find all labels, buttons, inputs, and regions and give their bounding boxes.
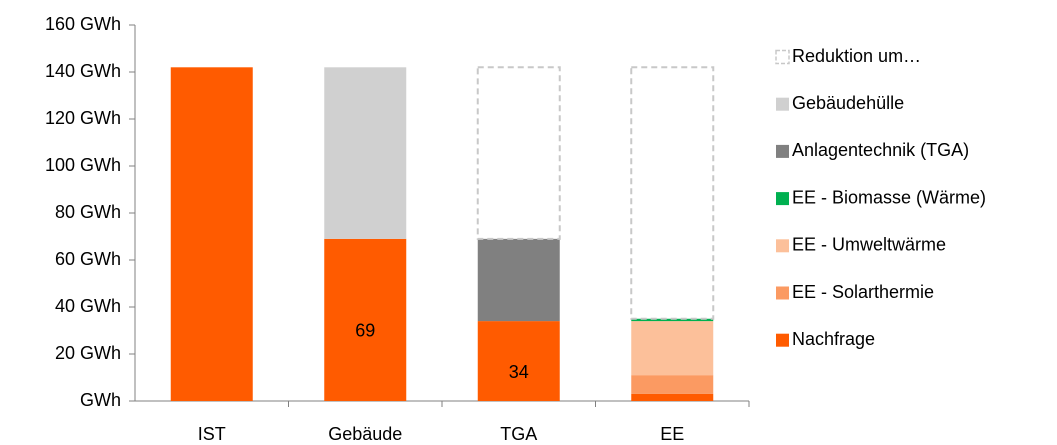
bar-segment xyxy=(476,66,561,240)
legend-swatch xyxy=(776,286,789,300)
legend-label: EE - Biomasse (Wärme) xyxy=(792,187,986,207)
y-tick-label: 60 GWh xyxy=(55,249,121,269)
bar-segment xyxy=(630,66,715,320)
x-tick-label: TGA xyxy=(500,424,537,444)
bar-segment xyxy=(631,393,714,401)
legend-label: Reduktion um… xyxy=(792,46,921,66)
bar-segment xyxy=(477,238,560,322)
legend-label: Anlagentechnik (TGA) xyxy=(792,140,969,160)
bar-segment xyxy=(324,67,407,239)
bar-segment xyxy=(477,321,560,401)
y-tick-label: 120 GWh xyxy=(45,108,121,128)
bar-segment xyxy=(324,238,407,401)
legend-label: EE - Solarthermie xyxy=(792,282,934,302)
x-tick-label: IST xyxy=(198,424,226,444)
x-tick-label: EE xyxy=(660,424,684,444)
y-tick-label: GWh xyxy=(80,390,121,410)
legend-swatch xyxy=(776,144,789,158)
y-tick-label: 80 GWh xyxy=(55,202,121,222)
y-tick-label: 140 GWh xyxy=(45,61,121,81)
legend-label: Gebäudehülle xyxy=(792,93,904,113)
y-tick-label: 160 GWh xyxy=(45,14,121,34)
y-tick-label: 40 GWh xyxy=(55,296,121,316)
y-tick-label: 20 GWh xyxy=(55,343,121,363)
y-tick-label: 100 GWh xyxy=(45,155,121,175)
legend-swatch xyxy=(776,192,789,206)
legend-swatch xyxy=(776,333,789,347)
legend-swatch xyxy=(775,49,790,65)
bar-segment xyxy=(631,318,714,322)
x-tick-label: Gebäude xyxy=(328,424,402,444)
data-label: 34 xyxy=(509,362,529,382)
legend-swatch xyxy=(776,97,789,111)
bar-segment xyxy=(631,321,714,376)
bar-segment xyxy=(170,67,253,402)
bar-segment xyxy=(631,375,714,394)
legend-label: Nachfrage xyxy=(792,329,875,349)
data-label: 69 xyxy=(355,321,375,341)
legend-label: EE - Umweltwärme xyxy=(792,235,946,255)
legend-swatch xyxy=(776,239,789,253)
